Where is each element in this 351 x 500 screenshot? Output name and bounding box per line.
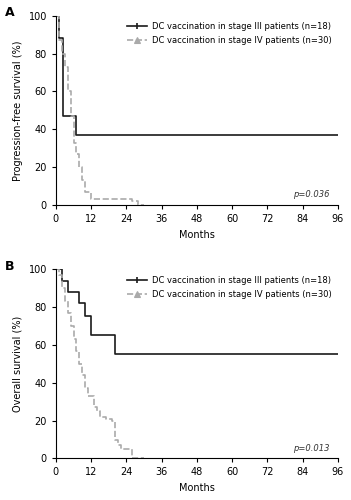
DC vaccination in stage III patients (n=18) (77, 300, 81, 306)
Line: DC vaccination in stage IV patients (n=30): DC vaccination in stage IV patients (n=3… (56, 16, 144, 205)
DC vaccination in stage IV patients (n=30) (80, 178, 85, 184)
DC vaccination in stage IV patients (n=30) (62, 64, 67, 70)
DC vaccination in stage IV patients (n=30) (83, 386, 87, 392)
DC vaccination in stage IV patients (n=30) (68, 113, 73, 119)
DC vaccination in stage III patients (n=18) (107, 332, 111, 338)
DC vaccination in stage IV patients (n=30) (92, 404, 96, 410)
DC vaccination in stage IV patients (n=30) (57, 38, 61, 44)
DC vaccination in stage IV patients (n=30) (118, 196, 122, 202)
DC vaccination in stage III patients (n=18) (66, 113, 70, 119)
DC vaccination in stage IV patients (n=30) (95, 408, 99, 414)
DC vaccination in stage III patients (n=18) (336, 352, 340, 358)
DC vaccination in stage III patients (n=18) (57, 36, 61, 42)
DC vaccination in stage III patients (n=18) (300, 132, 305, 138)
DC vaccination in stage III patients (n=18) (54, 12, 58, 18)
Text: A: A (5, 6, 15, 19)
DC vaccination in stage IV patients (n=30) (86, 188, 90, 194)
Legend: DC vaccination in stage III patients (n=18), DC vaccination in stage IV patients: DC vaccination in stage III patients (n=… (124, 274, 334, 301)
DC vaccination in stage IV patients (n=30) (113, 196, 117, 202)
X-axis label: Months: Months (179, 230, 215, 239)
DC vaccination in stage IV patients (n=30) (72, 336, 76, 342)
DC vaccination in stage III patients (n=18) (83, 132, 87, 138)
DC vaccination in stage IV patients (n=30) (124, 196, 128, 202)
DC vaccination in stage III patients (n=18) (95, 332, 99, 338)
DC vaccination in stage III patients (n=18) (101, 332, 105, 338)
DC vaccination in stage IV patients (n=30) (89, 196, 93, 202)
DC vaccination in stage IV patients (n=30) (66, 310, 70, 316)
DC vaccination in stage IV patients (n=30) (68, 323, 73, 329)
DC vaccination in stage IV patients (n=30) (118, 446, 122, 452)
DC vaccination in stage IV patients (n=30) (113, 436, 117, 442)
DC vaccination in stage IV patients (n=30) (89, 393, 93, 399)
DC vaccination in stage III patients (n=18) (336, 132, 340, 138)
DC vaccination in stage IV patients (n=30) (107, 196, 111, 202)
DC vaccination in stage III patients (n=18) (57, 266, 61, 272)
DC vaccination in stage IV patients (n=30) (136, 202, 140, 208)
DC vaccination in stage III patients (n=18) (60, 36, 64, 42)
DC vaccination in stage III patients (n=18) (54, 266, 58, 272)
DC vaccination in stage III patients (n=18) (118, 352, 122, 358)
DC vaccination in stage IV patients (n=30) (104, 416, 108, 422)
DC vaccination in stage III patients (n=18) (60, 278, 64, 283)
DC vaccination in stage IV patients (n=30) (95, 196, 99, 202)
DC vaccination in stage IV patients (n=30) (72, 140, 76, 145)
DC vaccination in stage III patients (n=18) (72, 113, 76, 119)
DC vaccination in stage IV patients (n=30) (130, 456, 134, 462)
DC vaccination in stage III patients (n=18) (58, 36, 62, 42)
DC vaccination in stage IV patients (n=30) (60, 50, 64, 56)
DC vaccination in stage IV patients (n=30) (80, 372, 85, 378)
DC vaccination in stage IV patients (n=30) (77, 361, 81, 367)
DC vaccination in stage IV patients (n=30) (101, 414, 105, 420)
DC vaccination in stage III patients (n=18) (74, 132, 79, 138)
Y-axis label: Progression-free survival (%): Progression-free survival (%) (13, 40, 23, 180)
Text: B: B (5, 260, 15, 272)
DC vaccination in stage III patients (n=18) (80, 132, 85, 138)
DC vaccination in stage IV patients (n=30) (130, 198, 134, 204)
DC vaccination in stage III patients (n=18) (55, 12, 59, 18)
DC vaccination in stage IV patients (n=30) (101, 196, 105, 202)
DC vaccination in stage IV patients (n=30) (74, 348, 79, 354)
DC vaccination in stage III patients (n=18) (83, 314, 87, 320)
DC vaccination in stage III patients (n=18) (300, 352, 305, 358)
DC vaccination in stage III patients (n=18) (68, 113, 73, 119)
DC vaccination in stage III patients (n=18) (72, 289, 76, 295)
DC vaccination in stage IV patients (n=30) (77, 164, 81, 170)
Line: DC vaccination in stage IV patients (n=30): DC vaccination in stage IV patients (n=3… (56, 269, 144, 458)
DC vaccination in stage III patients (n=18) (62, 113, 67, 119)
DC vaccination in stage IV patients (n=30) (98, 414, 102, 420)
Y-axis label: Overall survival (%): Overall survival (%) (13, 316, 23, 412)
DC vaccination in stage IV patients (n=30) (60, 285, 64, 291)
DC vaccination in stage III patients (n=18) (77, 132, 81, 138)
DC vaccination in stage IV patients (n=30) (54, 12, 58, 18)
DC vaccination in stage IV patients (n=30) (142, 202, 146, 208)
DC vaccination in stage IV patients (n=30) (142, 456, 146, 462)
DC vaccination in stage IV patients (n=30) (54, 266, 58, 272)
DC vaccination in stage IV patients (n=30) (136, 456, 140, 462)
DC vaccination in stage III patients (n=18) (124, 352, 128, 358)
Line: DC vaccination in stage III patients (n=18): DC vaccination in stage III patients (n=… (56, 269, 338, 354)
DC vaccination in stage IV patients (n=30) (74, 151, 79, 157)
Line: DC vaccination in stage III patients (n=18): DC vaccination in stage III patients (n=… (56, 16, 338, 135)
DC vaccination in stage IV patients (n=30) (115, 442, 120, 448)
DC vaccination in stage IV patients (n=30) (62, 298, 67, 304)
DC vaccination in stage IV patients (n=30) (107, 416, 111, 422)
DC vaccination in stage III patients (n=18) (113, 352, 117, 358)
DC vaccination in stage III patients (n=18) (66, 289, 70, 295)
DC vaccination in stage III patients (n=18) (61, 113, 65, 119)
Text: p=0.036: p=0.036 (293, 190, 330, 200)
DC vaccination in stage IV patients (n=30) (86, 393, 90, 399)
DC vaccination in stage IV patients (n=30) (66, 88, 70, 94)
DC vaccination in stage IV patients (n=30) (124, 446, 128, 452)
DC vaccination in stage III patients (n=18) (89, 332, 93, 338)
Legend: DC vaccination in stage III patients (n=18), DC vaccination in stage IV patients: DC vaccination in stage III patients (n=… (124, 20, 334, 48)
DC vaccination in stage IV patients (n=30) (83, 188, 87, 194)
DC vaccination in stage IV patients (n=30) (110, 418, 114, 424)
DC vaccination in stage IV patients (n=30) (57, 272, 61, 278)
Text: p=0.013: p=0.013 (293, 444, 330, 453)
X-axis label: Months: Months (179, 483, 215, 493)
DC vaccination in stage III patients (n=18) (300, 132, 305, 138)
